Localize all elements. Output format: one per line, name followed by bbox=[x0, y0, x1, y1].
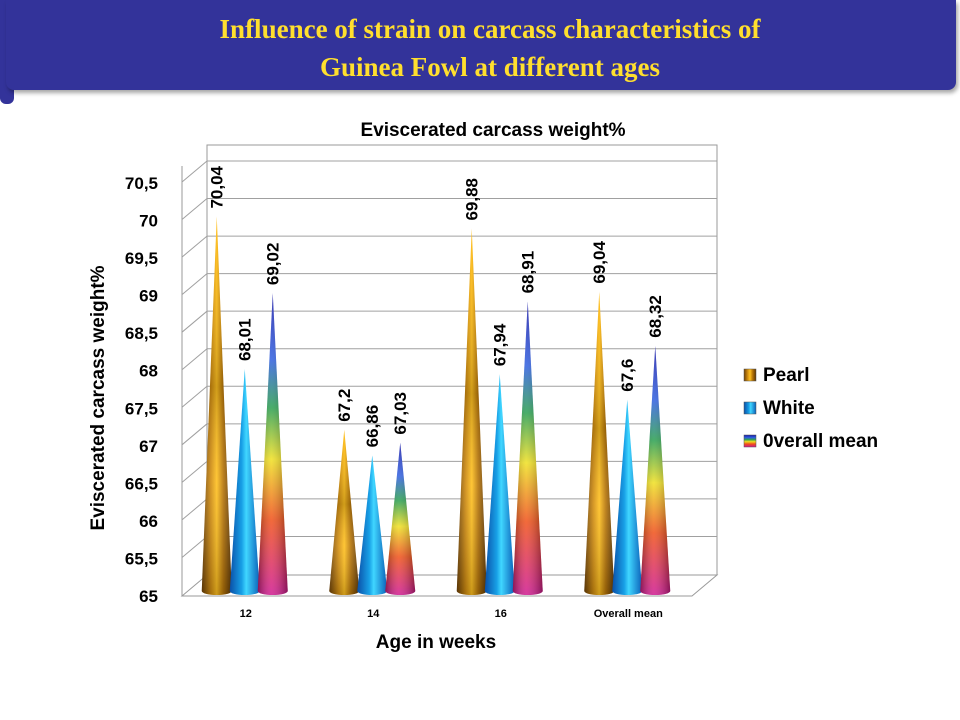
gridline-side bbox=[181, 536, 208, 558]
y-tick-label: 67,5 bbox=[125, 399, 158, 418]
gridline-side bbox=[181, 423, 208, 446]
data-label: 67,94 bbox=[491, 323, 510, 366]
legend-swatch bbox=[743, 368, 757, 382]
gridline-side bbox=[181, 498, 208, 521]
bar-cone-shade bbox=[201, 216, 232, 596]
bar-cone bbox=[612, 399, 643, 595]
bar-cone-shade bbox=[329, 429, 360, 595]
x-axis-label: Age in weeks bbox=[376, 632, 496, 653]
chart-title: Eviscerated carcass weight% bbox=[360, 120, 625, 141]
bar-cone-shade bbox=[257, 293, 288, 595]
legend-label: White bbox=[763, 398, 815, 419]
legend-label: Pearl bbox=[763, 365, 809, 386]
bar-cone-shade bbox=[584, 291, 615, 595]
slide-title: Influence of strain on carcass character… bbox=[130, 10, 850, 86]
gridline-side bbox=[181, 310, 208, 333]
data-label: 68,32 bbox=[646, 295, 665, 338]
bar-cone-shade bbox=[456, 228, 487, 595]
gridline-side bbox=[181, 348, 208, 371]
bar-cone bbox=[229, 368, 260, 595]
gridline-side bbox=[181, 460, 208, 483]
bar-cone-shade bbox=[385, 442, 416, 595]
y-tick-label: 65 bbox=[139, 587, 158, 606]
gridline-side bbox=[181, 235, 208, 258]
data-label: 67,03 bbox=[391, 392, 410, 435]
gridline-side bbox=[181, 198, 208, 220]
data-label: 70,04 bbox=[208, 165, 227, 208]
y-tick-label: 68,5 bbox=[125, 324, 158, 343]
slide-title-line-1: Influence of strain on carcass character… bbox=[219, 14, 761, 44]
x-tick-label: 16 bbox=[495, 608, 507, 620]
y-tick-label: 66 bbox=[139, 512, 158, 531]
x-tick-label: 12 bbox=[240, 608, 252, 620]
slide-title-line-2: Guinea Fowl at different ages bbox=[320, 52, 660, 82]
y-tick-label: 67 bbox=[139, 437, 158, 456]
data-label: 69,02 bbox=[264, 243, 283, 286]
y-tick-label: 68 bbox=[139, 362, 158, 381]
x-tick-label: 14 bbox=[367, 608, 380, 620]
y-axis-label: Eviscerated carcass weight% bbox=[88, 265, 109, 530]
y-tick-label: 69 bbox=[139, 287, 158, 306]
gridline-side bbox=[181, 273, 208, 296]
bar-cone-shade bbox=[512, 301, 543, 595]
y-tick-label: 70,5 bbox=[125, 174, 158, 193]
plot-area: 65 65,5 66 66,5 67 67,5 68 68,5 69 69,5 70 70,5 12 14… bbox=[125, 144, 719, 620]
legend-swatch bbox=[743, 401, 757, 415]
floor bbox=[180, 574, 719, 597]
gridline-side bbox=[181, 160, 208, 183]
data-label: 68,01 bbox=[236, 318, 255, 361]
bar-cone-shade bbox=[640, 345, 671, 595]
y-tick-label: 65,5 bbox=[125, 549, 158, 568]
data-label: 67,2 bbox=[335, 389, 354, 422]
bar-cone bbox=[357, 455, 388, 595]
data-label: 69,88 bbox=[463, 178, 482, 221]
legend: Pearl White 0verall mean bbox=[743, 365, 878, 452]
x-tick-label: Overall mean bbox=[594, 608, 663, 620]
legend-swatch bbox=[743, 434, 757, 448]
y-tick-label: 69,5 bbox=[125, 249, 158, 268]
data-label: 66,86 bbox=[363, 405, 382, 448]
bar-cone bbox=[484, 374, 515, 595]
y-tick-label: 70 bbox=[139, 212, 158, 231]
data-label: 67,6 bbox=[618, 359, 637, 392]
header-banner bbox=[6, 0, 956, 90]
gridline-side bbox=[181, 385, 208, 408]
y-tick-label: 66,5 bbox=[125, 474, 158, 493]
data-label: 69,04 bbox=[590, 241, 609, 284]
legend-label: 0verall mean bbox=[763, 431, 878, 452]
data-label: 68,91 bbox=[519, 251, 538, 294]
